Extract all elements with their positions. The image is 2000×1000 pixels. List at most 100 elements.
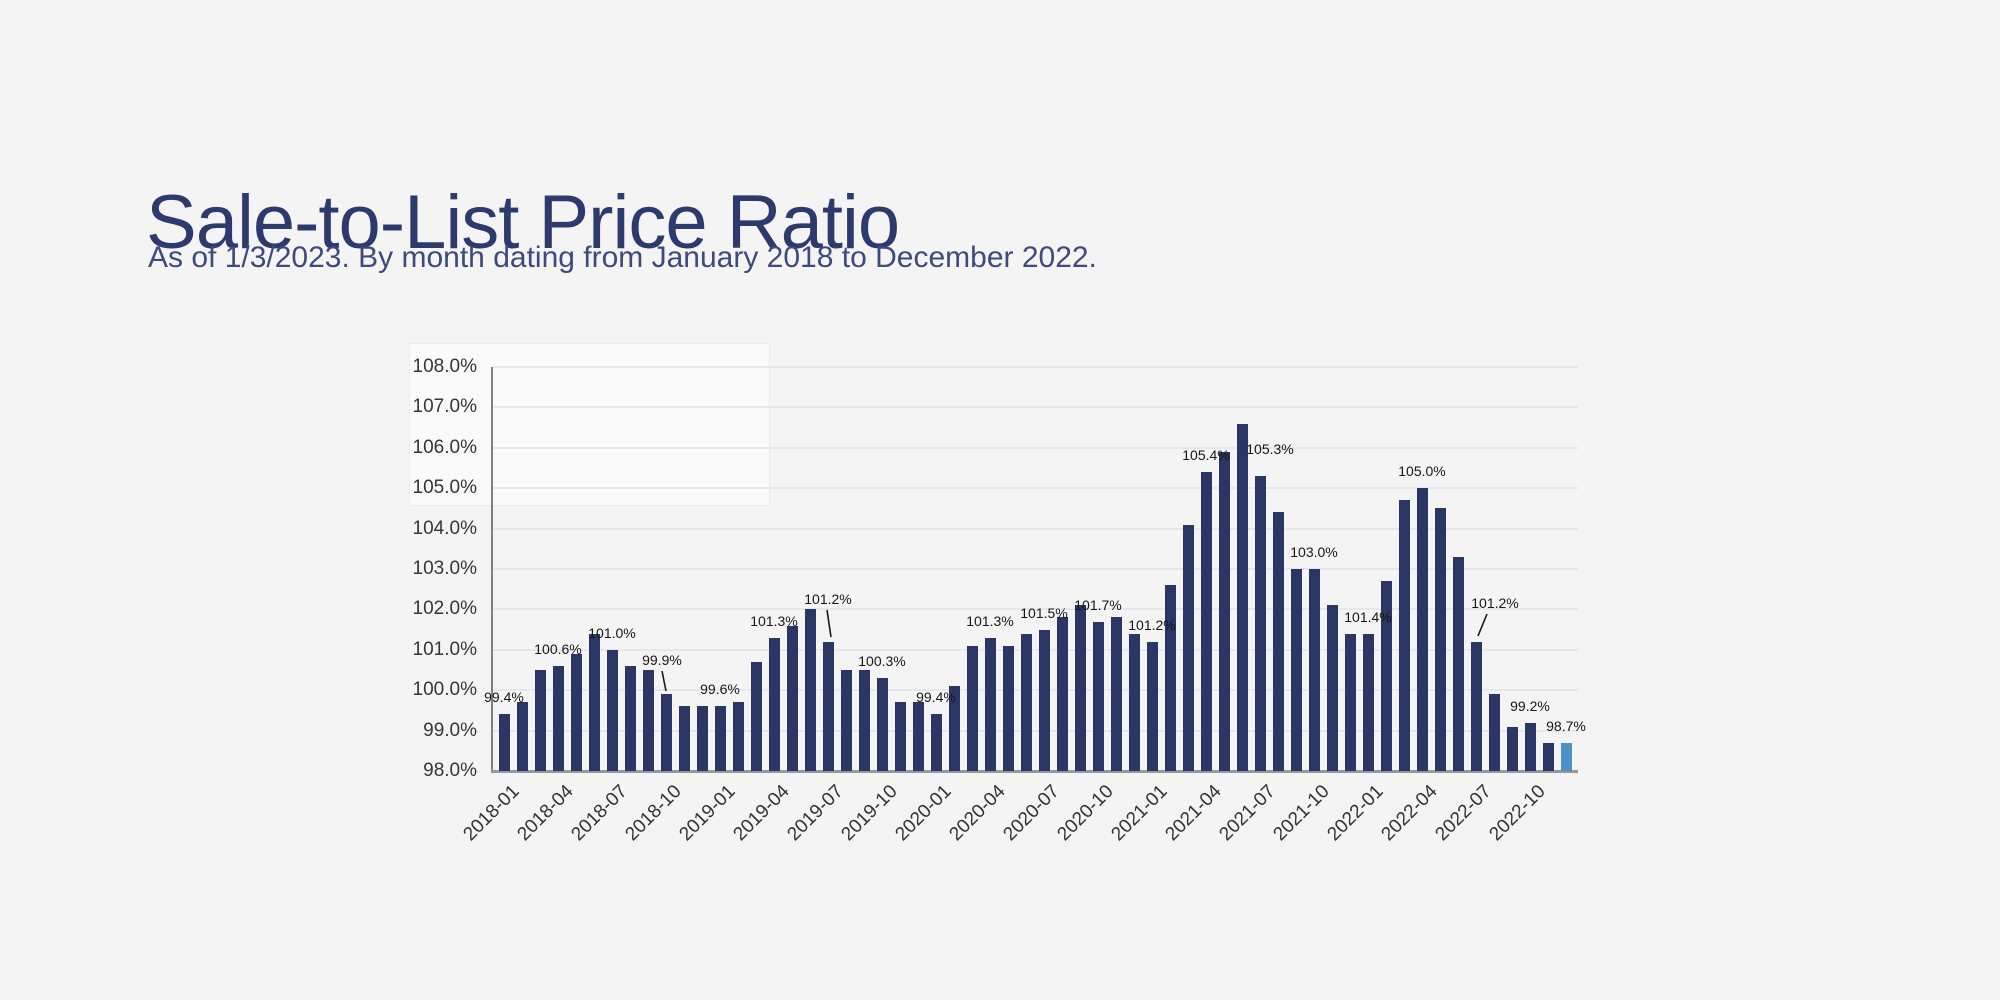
x-tick-label: 2019-10 [837, 781, 902, 846]
bar[interactable] [714, 706, 726, 771]
x-tick-label: 2020-01 [891, 781, 956, 846]
x-tick-label: 2019-07 [783, 781, 848, 846]
bar[interactable] [1290, 569, 1302, 771]
x-tick-label: 2019-04 [729, 781, 794, 846]
bar[interactable] [1020, 633, 1032, 771]
bar[interactable] [840, 670, 852, 771]
page-subtitle: As of 1/3/2023. By month dating from Jan… [148, 241, 1097, 274]
bar-highlighted[interactable] [1560, 742, 1572, 771]
bar[interactable] [1092, 621, 1104, 771]
gridline [492, 729, 1578, 732]
bar[interactable] [552, 665, 564, 771]
x-tick-label: 2022-07 [1431, 781, 1496, 846]
bar-data-label: 103.0% [1290, 544, 1338, 560]
bar[interactable] [1524, 722, 1536, 771]
bar[interactable] [894, 702, 906, 771]
bar[interactable] [1452, 556, 1464, 771]
bar[interactable] [984, 637, 996, 771]
bar[interactable] [1164, 585, 1176, 771]
page-title: Sale-to-List Price Ratio [146, 179, 900, 265]
bar[interactable] [624, 665, 636, 771]
gridline [492, 689, 1578, 692]
bar[interactable] [1506, 726, 1518, 771]
bar[interactable] [966, 645, 978, 771]
bar[interactable] [948, 686, 960, 771]
bar-data-label: 99.6% [700, 681, 740, 698]
bar[interactable] [1038, 629, 1050, 771]
bar[interactable] [588, 633, 600, 771]
bar[interactable] [858, 670, 870, 771]
x-tick-label: 2020-07 [999, 781, 1064, 846]
x-tick-label: 2020-04 [945, 781, 1010, 846]
bar[interactable] [732, 702, 744, 771]
y-tick-label: 107.0% [412, 396, 477, 418]
bar[interactable] [660, 694, 672, 771]
bar[interactable] [1362, 633, 1374, 771]
y-tick-label: 103.0% [412, 558, 477, 579]
bar[interactable] [1542, 742, 1554, 771]
bar[interactable] [1146, 641, 1158, 771]
y-axis-line [491, 367, 493, 771]
x-tick-label: 2021-04 [1161, 781, 1226, 846]
bar[interactable] [498, 714, 510, 771]
x-tick-label: 2018-01 [459, 781, 524, 846]
bar[interactable] [1488, 694, 1500, 771]
bar[interactable] [1128, 633, 1140, 771]
bar[interactable] [696, 706, 708, 771]
gridline [492, 406, 1578, 409]
bar[interactable] [678, 706, 690, 771]
bar[interactable] [1056, 617, 1068, 771]
bar[interactable] [1344, 633, 1356, 771]
y-tick-label: 101.0% [412, 638, 477, 660]
x-tick-label: 2021-07 [1215, 781, 1280, 846]
bar[interactable] [876, 678, 888, 771]
bar-data-label: 99.9% [642, 652, 682, 669]
bar-data-label: 98.7% [1546, 717, 1586, 734]
bar[interactable] [822, 641, 834, 771]
bar[interactable] [1272, 512, 1284, 771]
bar[interactable] [1182, 524, 1194, 771]
bar[interactable] [786, 625, 798, 771]
bar[interactable] [804, 609, 816, 771]
bar[interactable] [1002, 645, 1014, 771]
x-tick-label: 2018-04 [513, 781, 578, 846]
bar[interactable] [1308, 569, 1320, 771]
bar-data-label: 105.3% [1246, 441, 1294, 458]
bar[interactable] [570, 653, 582, 771]
bar[interactable] [1074, 605, 1086, 771]
bar[interactable] [606, 649, 618, 771]
bar[interactable] [534, 670, 546, 771]
gridline [492, 568, 1578, 570]
bar[interactable] [1398, 500, 1410, 771]
bar[interactable] [1326, 605, 1338, 771]
x-tick-label: 2021-10 [1269, 781, 1334, 846]
gridline [492, 608, 1578, 611]
x-tick-label: 2019-01 [675, 781, 740, 846]
x-tick-label: 2020-10 [1053, 781, 1118, 846]
bar[interactable] [1416, 488, 1428, 771]
bar[interactable] [912, 702, 924, 771]
bar[interactable] [642, 670, 654, 771]
bar-data-label: 101.5% [1020, 604, 1068, 621]
y-tick-label: 100.0% [412, 679, 477, 701]
y-tick-label: 105.0% [412, 477, 477, 499]
x-tick-label: 2022-01 [1323, 781, 1388, 846]
bar-data-label: 101.7% [1074, 596, 1122, 613]
bar-data-label: 100.3% [858, 653, 906, 670]
gridline [492, 648, 1578, 651]
bar[interactable] [1236, 423, 1248, 771]
bar[interactable] [930, 714, 942, 771]
bar[interactable] [1254, 476, 1266, 771]
bar[interactable] [1380, 581, 1392, 771]
bar[interactable] [768, 637, 780, 771]
bar[interactable] [1200, 472, 1212, 771]
x-axis-line [491, 770, 1578, 773]
bar[interactable] [1218, 451, 1230, 771]
bar[interactable] [750, 661, 762, 771]
bar[interactable] [1110, 617, 1122, 771]
bar-data-label: 105.4% [1182, 447, 1230, 464]
bar[interactable] [1470, 641, 1482, 771]
bar[interactable] [516, 702, 528, 771]
bar[interactable] [1434, 508, 1446, 771]
